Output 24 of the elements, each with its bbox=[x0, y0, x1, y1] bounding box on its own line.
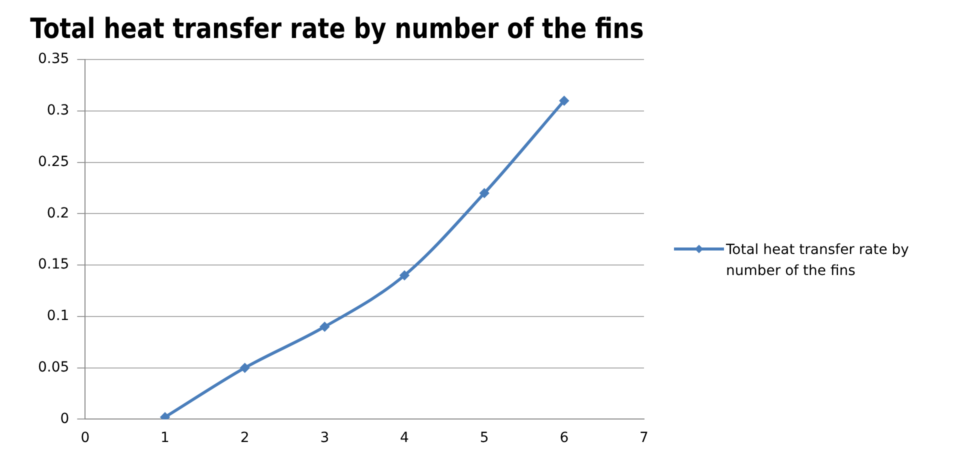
y-tick-label: 0.3 bbox=[46, 102, 70, 119]
x-tick-label: 0 bbox=[80, 430, 90, 446]
y-tick-label: 0 bbox=[60, 410, 70, 427]
x-tick-label: 6 bbox=[560, 430, 569, 446]
y-tick-label: 0.05 bbox=[38, 359, 70, 376]
point bbox=[480, 188, 489, 198]
point bbox=[240, 363, 250, 372]
point bbox=[320, 322, 330, 332]
y-tick-label: 0.1 bbox=[46, 308, 70, 324]
x-tick-label: 1 bbox=[160, 430, 170, 446]
y-tick-label: 0.15 bbox=[38, 256, 70, 273]
y-tick-label: 0.2 bbox=[46, 205, 70, 222]
x-tick-label: 4 bbox=[400, 430, 410, 446]
y-tick-label: 0.35 bbox=[38, 51, 70, 68]
chart-title: Total heat transfer rate by number of the fins bbox=[30, 13, 644, 46]
x-tick-label: 2 bbox=[240, 430, 250, 446]
legend-label: Total heat transfer rate by number of the fins bbox=[726, 241, 910, 281]
point bbox=[160, 412, 170, 420]
y-tick-label: 0.25 bbox=[38, 154, 70, 170]
x-tick-label: 3 bbox=[320, 430, 330, 446]
point bbox=[560, 96, 569, 106]
point bbox=[400, 270, 409, 280]
x-tick-label: 7 bbox=[640, 430, 648, 446]
x-tick-label: 5 bbox=[480, 430, 489, 446]
